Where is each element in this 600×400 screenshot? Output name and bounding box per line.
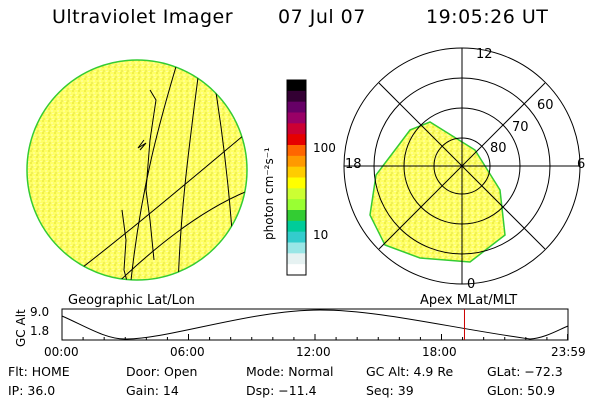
colorbar-segment xyxy=(287,264,306,276)
colorbar-segment xyxy=(287,155,306,168)
alt-xtick-2: 12:00 xyxy=(296,345,331,359)
colorbar-segment xyxy=(287,188,306,200)
apex-label: Apex MLat/MLT xyxy=(420,293,518,308)
status-glat: GLat: −72.3 xyxy=(487,364,563,379)
status-door: Door: Open xyxy=(126,364,198,379)
polar-grid xyxy=(343,47,581,285)
alt-ytick-1-8: 1.8 xyxy=(30,324,50,338)
lat-60-label: 60 xyxy=(537,98,554,113)
time-label: 19:05:26 UT xyxy=(426,6,549,28)
alt-curve xyxy=(61,309,569,340)
colorbar-segment xyxy=(287,101,306,113)
status-dsp: Dsp: −11.4 xyxy=(246,383,317,398)
colorbar-segment xyxy=(287,134,306,146)
status-mode: Mode: Normal xyxy=(246,364,334,379)
colorbar-tick-100: 100 xyxy=(313,141,336,155)
status-gain: Gain: 14 xyxy=(126,383,179,398)
status-flt: Flt: HOME xyxy=(8,364,70,379)
colorbar-segment xyxy=(287,253,306,265)
mlt-12-label: 12 xyxy=(476,47,493,62)
instrument-title: Ultraviolet Imager xyxy=(52,6,234,28)
colorbar-segment xyxy=(287,231,306,243)
colorbar-segment xyxy=(287,145,306,157)
colorbar-segment xyxy=(287,242,306,254)
mlt-0-label: 0 xyxy=(467,277,476,292)
colorbar-segment xyxy=(287,166,306,178)
geo-label: Geographic Lat/Lon xyxy=(68,293,195,308)
colorbar-segment xyxy=(287,123,306,135)
colorbar-segment xyxy=(287,80,306,92)
colorbar-frame xyxy=(286,79,307,276)
alt-xtick-0: 00:00 xyxy=(44,345,79,359)
colorbar-segment xyxy=(287,90,306,103)
colorbar-segment xyxy=(287,220,306,233)
colorbar-segment xyxy=(287,210,306,222)
colorbar-segment xyxy=(287,177,306,189)
lat-80-label: 80 xyxy=(490,141,507,156)
earth-disk xyxy=(26,59,248,281)
mlt-6-label: 6 xyxy=(577,157,586,172)
date-label: 07 Jul 07 xyxy=(278,6,366,28)
status-gc-alt: GC Alt: 4.9 Re xyxy=(366,364,454,379)
colorbar-tick-10: 10 xyxy=(313,228,329,242)
alt-xtick-1: 06:00 xyxy=(170,345,205,359)
status-glon: GLon: 50.9 xyxy=(487,383,556,398)
mlt-18-label: 18 xyxy=(345,157,362,172)
alt-xtick-4: 23:59 xyxy=(551,345,586,359)
status-seq: Seq: 39 xyxy=(366,383,414,398)
lat-70-label: 70 xyxy=(512,120,529,135)
alt-xtick-3: 18:00 xyxy=(422,345,457,359)
alt-ytick-9: 9.0 xyxy=(30,305,50,319)
colorbar-segment xyxy=(287,199,306,211)
status-ip: IP: 36.0 xyxy=(8,383,56,398)
colorbar-segment xyxy=(287,112,306,124)
